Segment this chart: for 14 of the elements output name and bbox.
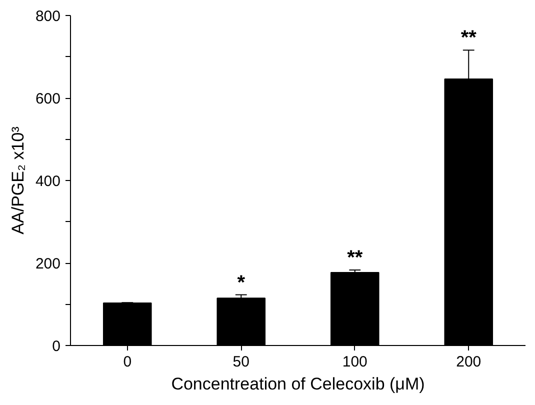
y-axis-title: AA/PGE₂ x10³ — [8, 126, 28, 234]
annotation: ** — [347, 247, 363, 270]
x-tick-label: 100 — [342, 354, 368, 370]
x-tick-label: 200 — [456, 354, 482, 370]
y-tick-label: 600 — [35, 90, 61, 108]
y-tick-label: 800 — [35, 8, 61, 25]
x-tick-label: 50 — [232, 354, 250, 370]
annotation: ** — [460, 27, 477, 50]
y-tick-label: 400 — [35, 173, 61, 190]
y-tick-label: 0 — [52, 338, 60, 355]
annotation: * — [237, 272, 246, 294]
x-axis-title: Concentreation of Celecoxib (μM) — [171, 374, 425, 394]
x-tick-label: 0 — [123, 354, 132, 370]
y-tick-label: 200 — [35, 256, 61, 272]
